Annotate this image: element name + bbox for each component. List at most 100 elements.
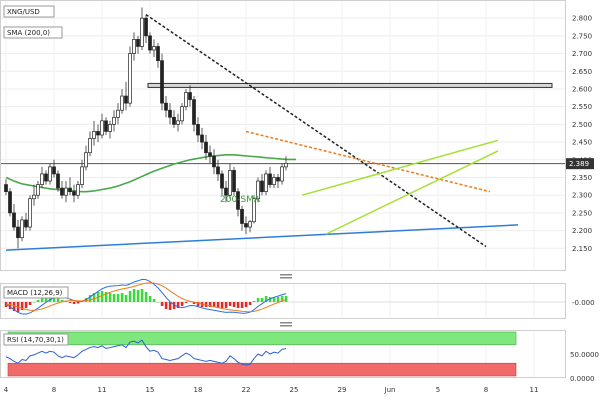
candle [164,96,168,118]
macd-histogram-bar [112,294,116,302]
candle-body-up [176,120,180,125]
falling-resistance [245,130,491,193]
macd-histogram-bar [236,302,240,308]
macd-histogram-bar [124,295,128,302]
panel-splitter-1b[interactable] [280,277,292,279]
candle [116,103,120,125]
time-tick-label: 11 [98,386,107,394]
symbol-label: XNG/USD [7,8,40,16]
candle-body-down [68,187,72,192]
candle [28,195,32,231]
candle-body-down [188,92,192,100]
candle [76,181,80,199]
macd-histogram-bar [52,297,56,302]
price-tick-label: 2.150 [572,245,592,253]
macd-histogram-bar [64,301,68,302]
macd-histogram-bar [264,296,268,302]
candle [80,159,84,189]
macd-histogram-bar [244,302,248,307]
candle-body-down [148,35,152,51]
price-panel [0,0,566,271]
time-tick-label: Jun [384,386,396,394]
macd-histogram-bar [156,302,160,303]
macd-histogram-bar [168,302,172,310]
candle [196,117,200,143]
rsi-label: RSI (14,70,30,1) [7,336,64,344]
panel-splitter-2b[interactable] [280,325,292,327]
candle [24,212,28,231]
time-tick-label: 25 [290,386,299,394]
candle-body-down [244,223,248,228]
candle-body-down [72,191,76,196]
candle-body-down [44,173,48,182]
candle [176,113,180,132]
candle [228,163,232,199]
candle [92,120,96,146]
candle-body-up [284,162,288,168]
candle [232,166,236,196]
candle [12,204,16,231]
candle [124,81,128,111]
candle [104,117,108,135]
candle-body-down [136,39,140,47]
candle-body-down [172,116,176,125]
candle-body-down [196,124,200,136]
candle-body-down [124,95,128,104]
panel-splitter-2[interactable] [280,322,292,324]
macd-histogram-bar [120,293,124,302]
candle-body-up [92,131,96,139]
candle-body-down [212,155,216,168]
price-tick-label: 2.750 [572,32,592,40]
candle-body-down [4,184,8,192]
macd-histogram-bar [100,291,104,302]
macd-histogram-bar [260,298,264,302]
macd-histogram-bar [36,300,40,302]
candle-body-up [76,184,80,196]
panel-splitter-1[interactable] [280,274,292,276]
rsi-overbought-band [7,331,517,346]
macd-histogram-bar [212,302,216,307]
candle [72,184,76,203]
candle-body-up [88,138,92,154]
candle-body-down [208,152,212,157]
candle-body-up [32,194,36,200]
candle-body-down [156,46,160,61]
time-tick-label: 8 [484,386,488,394]
macd-histogram-bar [32,302,36,303]
candle [284,156,288,171]
candle [268,166,272,189]
candle-body-up [248,221,252,228]
candle-body-down [60,187,64,196]
candle [144,14,148,43]
candle-body-up [228,170,232,196]
candle-body-down [220,173,224,189]
candle-body-up [120,95,124,111]
candle-body-up [184,92,188,108]
macd-histogram-bar [144,292,148,302]
macd-histogram-bar [208,302,212,307]
support-line [5,224,519,251]
macd-histogram-bar [76,302,80,304]
candle [32,184,36,206]
candle [212,149,216,174]
candle [60,181,64,199]
time-tick-label: 18 [194,386,203,394]
macd-histogram-bar [92,293,96,302]
time-tick-label: 15 [146,386,155,394]
macd-histogram-bar [160,302,164,306]
candle [264,170,268,196]
candle [120,88,124,114]
candle-body-down [260,180,264,192]
macd-signal-line [5,282,287,313]
candle [260,173,264,196]
candle-body-down [276,177,280,182]
macd-histogram-bar [72,302,76,304]
candle [180,103,184,125]
candle [248,219,252,233]
candle-body-down [224,187,228,196]
candle-body-up [36,184,40,196]
macd-histogram-bar [180,302,184,306]
candle-body-down [104,120,108,132]
candle [140,7,144,51]
